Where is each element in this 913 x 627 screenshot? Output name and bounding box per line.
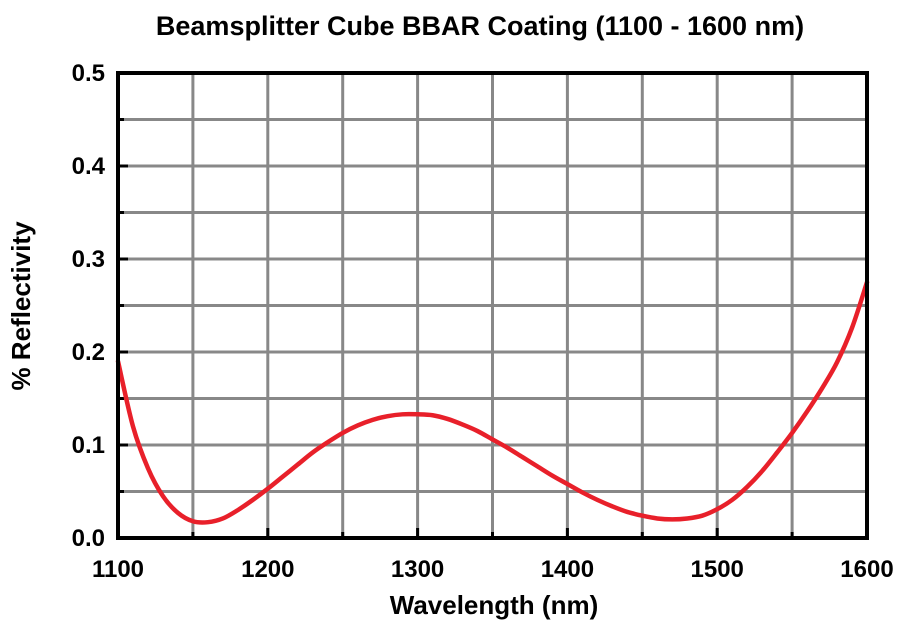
y-tick-label: 0.2 [72, 339, 105, 366]
x-tick-labels: 1100 1200 1300 1400 1500 1600 [92, 556, 894, 583]
reflectivity-curve [115, 280, 870, 525]
x-tick-label: 1200 [241, 556, 294, 583]
y-tick-label: 0.0 [72, 525, 105, 552]
y-tick-labels: 0.0 0.1 0.2 0.3 0.4 0.5 [72, 60, 106, 552]
y-tick-label: 0.3 [72, 246, 105, 273]
y-tick-label: 0.1 [72, 432, 105, 459]
x-tick-label: 1400 [541, 556, 594, 583]
x-tick-label: 1500 [691, 556, 744, 583]
x-tick-label: 1600 [840, 556, 893, 583]
grid-lines [118, 73, 867, 538]
chart-title: Beamsplitter Cube BBAR Coating (1100 - 1… [156, 11, 804, 41]
plot-frame [116, 71, 869, 540]
x-axis-label: Wavelength (nm) [390, 590, 598, 620]
y-tick-label: 0.4 [72, 153, 106, 180]
y-axis-label: % Reflectivity [6, 221, 36, 391]
y-tick-label: 0.5 [72, 60, 105, 87]
x-tick-label: 1100 [92, 556, 144, 583]
x-tick-label: 1300 [391, 556, 444, 583]
